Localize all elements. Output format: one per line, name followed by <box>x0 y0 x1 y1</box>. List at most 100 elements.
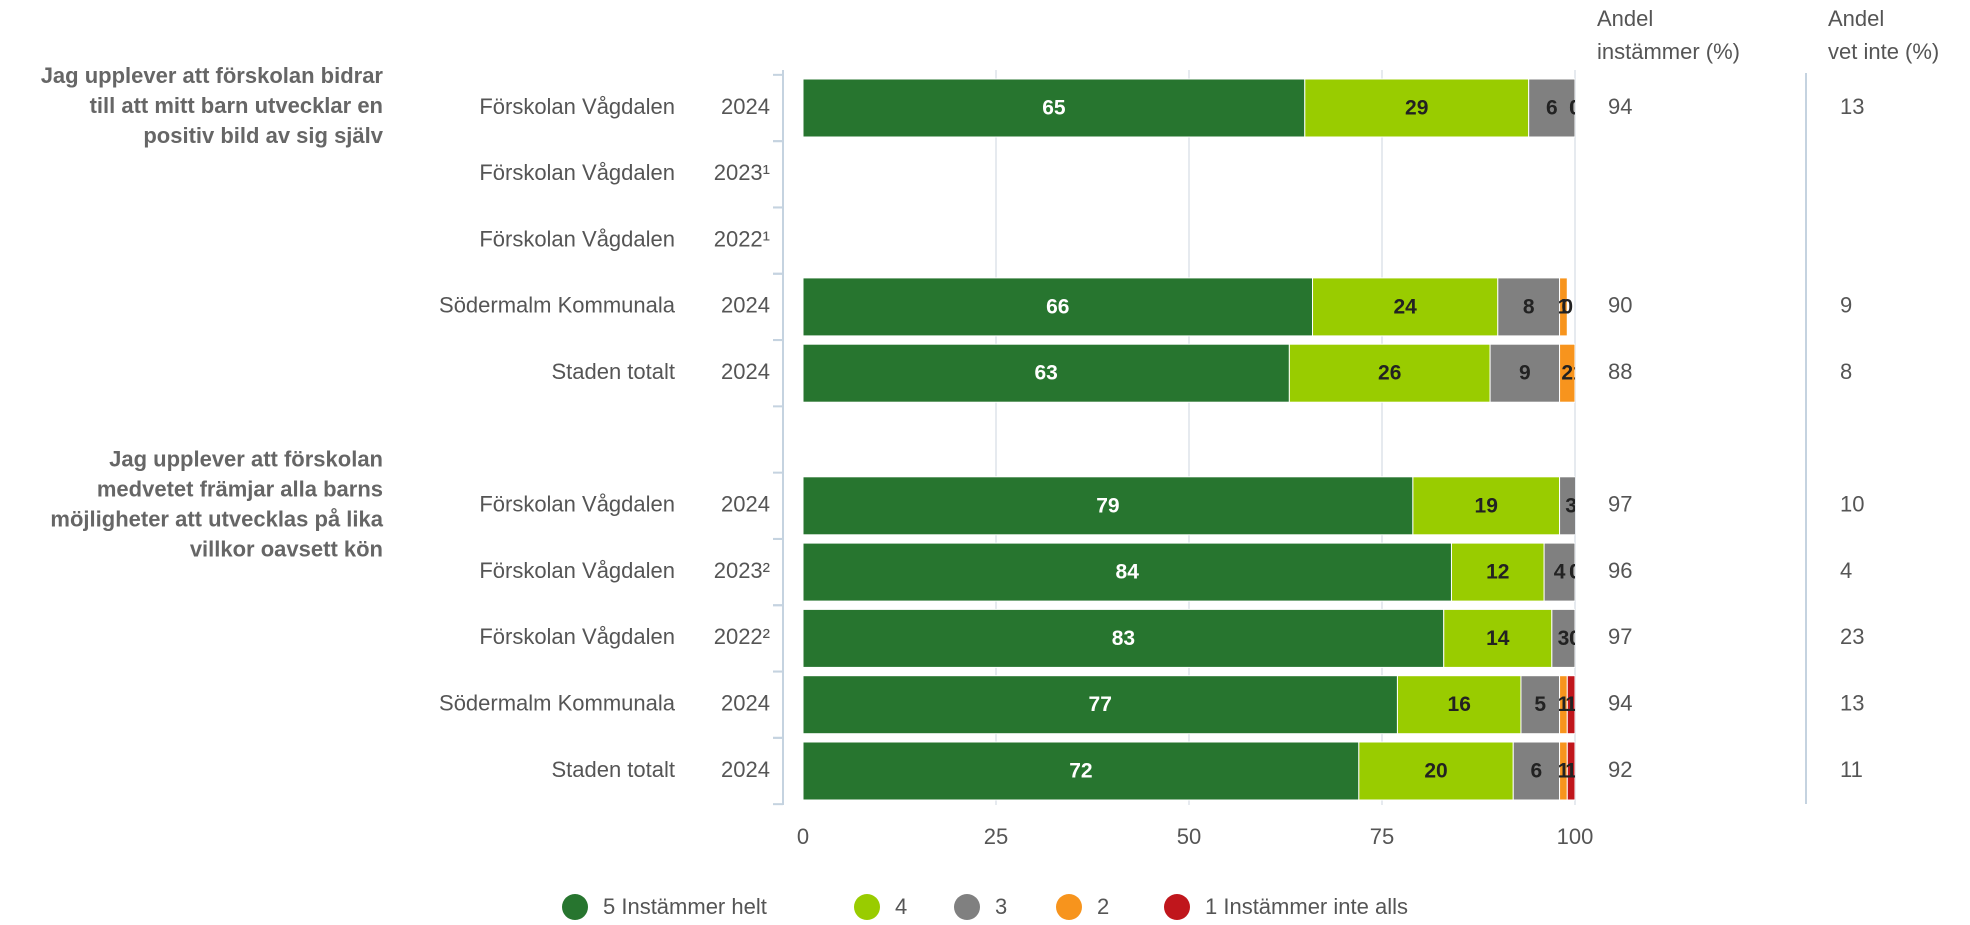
category-label: Staden totalt <box>551 757 675 782</box>
x-tick-label: 0 <box>797 824 809 849</box>
x-tick-label: 75 <box>1370 824 1394 849</box>
value-label: 66 <box>1046 295 1069 318</box>
column-value: 4 <box>1840 558 1852 583</box>
category-label: Förskolan Vågdalen <box>479 94 675 119</box>
column-value: 92 <box>1608 757 1632 782</box>
bar-segment <box>1574 343 1575 403</box>
year-label: 2024 <box>721 293 770 318</box>
column-value: 90 <box>1608 293 1632 318</box>
column-value: 8 <box>1840 359 1852 384</box>
year-label: 2023² <box>714 558 770 583</box>
year-label: 2024 <box>721 691 770 716</box>
bar-segment <box>803 78 1306 138</box>
bar-segment <box>1528 78 1575 138</box>
column-value: 96 <box>1608 558 1632 583</box>
bar-segment <box>803 277 1314 337</box>
question-label: Jag upplever att förskolan bidrar <box>41 63 384 88</box>
value-label: 84 <box>1116 561 1140 584</box>
value-label: 9 <box>1519 362 1531 385</box>
column-value: 88 <box>1608 359 1632 384</box>
value-label: 1 <box>1565 693 1577 716</box>
value-label: 0 <box>1561 295 1573 318</box>
category-label: Förskolan Vågdalen <box>479 160 675 185</box>
legend-label: 5 Instämmer helt <box>603 894 767 919</box>
question-label: möjligheter att utvecklas på lika <box>50 507 383 532</box>
value-label: 19 <box>1475 494 1498 517</box>
category-label: Södermalm Kommunala <box>439 293 676 318</box>
column-header: Andel <box>1828 6 1884 31</box>
value-label: 8 <box>1523 295 1535 318</box>
column-value: 13 <box>1840 691 1864 716</box>
column-value: 13 <box>1840 94 1864 119</box>
value-label: 4 <box>1554 561 1566 584</box>
bar-segment <box>803 343 1290 403</box>
column-header: Andel <box>1597 6 1653 31</box>
value-label: 0 <box>1569 97 1581 120</box>
category-label: Staden totalt <box>551 359 675 384</box>
value-label: 0 <box>1569 561 1581 584</box>
bar-segment <box>1489 343 1561 403</box>
column-value: 11 <box>1840 757 1863 782</box>
bar-segment <box>1412 476 1561 536</box>
value-label: 6 <box>1546 97 1558 120</box>
year-label: 2022¹ <box>714 226 770 251</box>
column-value: 9 <box>1840 293 1852 318</box>
bar-segment <box>1543 542 1575 602</box>
bar-segment <box>1450 542 1545 602</box>
year-label: 2024 <box>721 757 770 782</box>
legend-marker <box>854 894 880 920</box>
category-label: Södermalm Kommunala <box>439 691 676 716</box>
legend-marker <box>562 894 588 920</box>
legend-label: 4 <box>895 894 907 919</box>
category-label: Förskolan Vågdalen <box>479 624 675 649</box>
value-label: 5 <box>1534 693 1546 716</box>
value-label: 0 <box>1577 494 1589 517</box>
column-value: 94 <box>1608 691 1632 716</box>
value-label: 0 <box>1569 561 1581 584</box>
legend-label: 3 <box>995 894 1007 919</box>
column-header: instämmer (%) <box>1597 39 1740 64</box>
value-label: 2 <box>1561 362 1573 385</box>
bar-segment <box>1443 608 1553 668</box>
bar-segment <box>1288 343 1491 403</box>
bar-segment <box>803 476 1414 536</box>
bar-segment <box>1358 741 1514 801</box>
value-label: 3 <box>1558 627 1570 650</box>
value-label: 63 <box>1035 362 1058 385</box>
legend-marker <box>954 894 980 920</box>
question-label: villkor oavsett kön <box>190 537 383 562</box>
column-value: 97 <box>1608 492 1632 517</box>
value-label: 0 <box>1569 97 1581 120</box>
year-label: 2023¹ <box>714 160 770 185</box>
year-label: 2024 <box>721 94 770 119</box>
year-label: 2022² <box>714 624 770 649</box>
bar-segment <box>1566 741 1575 801</box>
x-tick-label: 50 <box>1177 824 1201 849</box>
bar-segment <box>1559 476 1575 536</box>
value-label: 83 <box>1112 627 1135 650</box>
legend-marker <box>1056 894 1082 920</box>
value-label: 1 <box>1558 760 1570 783</box>
question-label: Jag upplever att förskolan <box>109 447 383 472</box>
question-label: till att mitt barn utvecklar en <box>90 93 383 118</box>
bar-segment <box>1559 343 1575 403</box>
column-value: 23 <box>1840 624 1864 649</box>
value-label: 1 <box>1558 693 1570 716</box>
value-label: 6 <box>1531 760 1543 783</box>
column-header: vet inte (%) <box>1828 39 1939 64</box>
value-label: 12 <box>1486 561 1509 584</box>
column-value: 10 <box>1840 492 1864 517</box>
value-label: 3 <box>1565 494 1577 517</box>
value-label: 26 <box>1378 362 1401 385</box>
x-tick-label: 25 <box>984 824 1008 849</box>
x-tick-label: 100 <box>1557 824 1594 849</box>
value-label: 77 <box>1089 693 1112 716</box>
value-label: 0 <box>1569 627 1581 650</box>
category-label: Förskolan Vågdalen <box>479 226 675 251</box>
question-label: medvetet främjar alla barns <box>97 477 383 502</box>
bar-segment <box>1512 741 1561 801</box>
legend-marker <box>1164 894 1190 920</box>
value-label: 16 <box>1448 693 1471 716</box>
